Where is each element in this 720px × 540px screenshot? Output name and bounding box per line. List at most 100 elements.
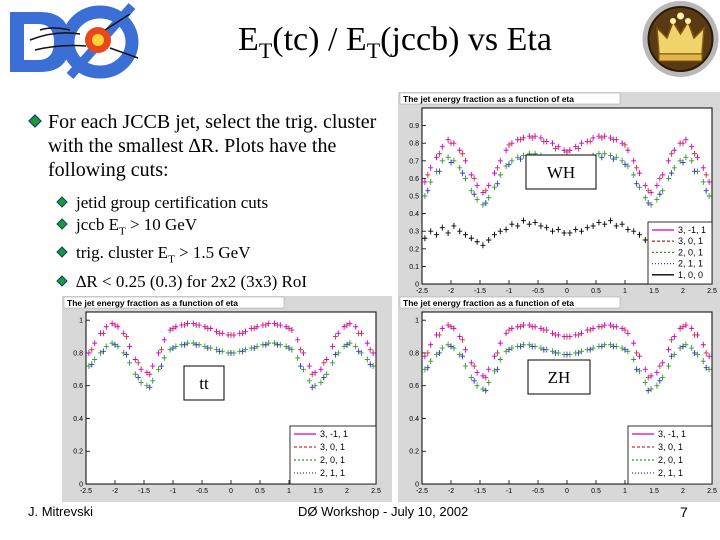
data-point <box>451 222 457 229</box>
data-point <box>434 154 439 161</box>
data-point <box>552 145 558 152</box>
data-point <box>657 191 663 198</box>
data-point <box>150 363 156 370</box>
data-point <box>613 154 619 161</box>
data-point <box>550 348 555 355</box>
series-3_0_1 <box>89 322 373 378</box>
data-point <box>657 363 663 370</box>
data-point <box>509 221 515 228</box>
data-point <box>529 323 535 330</box>
data-point <box>521 322 526 329</box>
x-tick-label: -2 <box>112 488 118 495</box>
data-point <box>526 341 532 348</box>
data-point <box>100 348 106 355</box>
data-point <box>602 322 608 329</box>
data-point <box>689 325 695 332</box>
x-tick-label: -0.5 <box>196 488 208 495</box>
chart-title: The jet energy fraction as a function of… <box>403 94 574 104</box>
title-main: E <box>238 21 259 58</box>
data-point <box>471 191 477 198</box>
y-tick-label: 0.5 <box>409 194 419 201</box>
y-tick-label: 0 <box>415 482 419 489</box>
data-point <box>182 322 188 329</box>
x-tick-label: 1.5 <box>313 488 323 495</box>
data-point <box>474 182 480 189</box>
data-point <box>526 133 532 140</box>
series-3_1_1 <box>422 133 712 196</box>
data-point <box>483 374 489 381</box>
data-point <box>538 325 544 332</box>
data-point <box>677 345 683 352</box>
data-point <box>503 163 509 170</box>
data-point <box>309 384 315 391</box>
x-tick-label: -1 <box>170 488 176 495</box>
chart-wh: The jet energy fraction as a function of… <box>398 92 720 302</box>
data-point <box>341 323 347 330</box>
data-point <box>576 331 582 338</box>
legend-label: 3, 0, 1 <box>678 236 703 246</box>
data-point <box>518 323 524 330</box>
data-point <box>439 157 445 164</box>
data-point <box>666 175 671 182</box>
legend-label: 3, -1, 1 <box>658 429 686 439</box>
y-tick-label: 0.6 <box>409 383 419 390</box>
y-tick-label: 0.2 <box>73 449 83 456</box>
y-tick-label: 0.3 <box>409 229 419 236</box>
data-point <box>515 154 521 161</box>
data-point <box>529 343 535 350</box>
data-point <box>301 349 306 356</box>
y-tick-label: 0.8 <box>409 141 419 148</box>
data-point <box>509 345 515 352</box>
data-point <box>700 341 706 348</box>
data-point <box>631 157 637 164</box>
data-point <box>434 231 439 238</box>
data-point <box>115 323 121 330</box>
data-point <box>497 157 503 164</box>
data-point <box>347 340 353 347</box>
data-point <box>254 343 260 350</box>
x-tick-label: -1 <box>506 488 512 495</box>
data-point <box>492 184 497 191</box>
data-point <box>451 157 457 164</box>
x-tick-label: -2.5 <box>416 288 428 295</box>
data-point <box>228 331 234 338</box>
chart-label-box <box>527 359 591 395</box>
data-point <box>364 340 370 347</box>
data-point <box>654 369 660 376</box>
data-point <box>436 168 442 175</box>
data-point <box>439 224 445 231</box>
data-point <box>124 351 130 358</box>
data-point <box>471 175 477 182</box>
data-point <box>518 136 524 143</box>
data-point <box>185 340 190 347</box>
data-point <box>367 346 373 353</box>
data-point <box>109 320 115 327</box>
slide-title: ET(tc) / ET(jccb) vs Eta <box>150 20 640 71</box>
data-point <box>321 359 327 366</box>
data-point <box>240 330 246 337</box>
data-point <box>689 143 695 150</box>
data-point <box>92 356 98 363</box>
data-point <box>692 168 698 175</box>
data-point <box>521 152 526 159</box>
diamond-bullet-icon <box>56 218 68 230</box>
data-point <box>266 340 272 347</box>
data-point <box>170 345 176 352</box>
data-point <box>298 363 304 370</box>
data-point <box>555 143 561 150</box>
data-point <box>526 221 532 228</box>
data-point <box>425 171 431 178</box>
data-point <box>706 366 712 373</box>
data-point <box>576 349 582 356</box>
data-point <box>503 330 509 337</box>
data-point <box>503 226 509 233</box>
x-tick-label: 0.5 <box>255 488 265 495</box>
data-point <box>602 221 608 228</box>
data-point <box>147 384 153 391</box>
y-tick-label: 0.8 <box>73 350 83 357</box>
data-point <box>619 325 625 332</box>
data-point <box>341 343 347 350</box>
x-tick-label: -0.5 <box>532 288 544 295</box>
x-tick-label: 2.5 <box>707 288 717 295</box>
data-point <box>460 150 466 157</box>
